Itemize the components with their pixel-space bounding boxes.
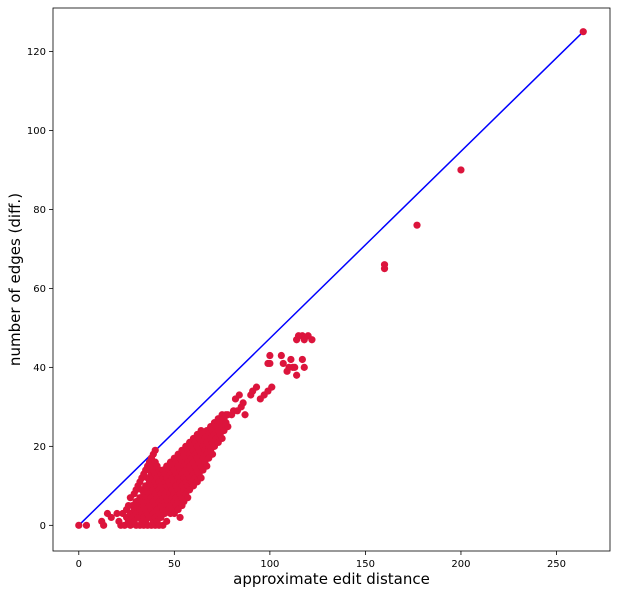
x-tick-label: 200 xyxy=(451,559,470,570)
scatter-point xyxy=(380,265,389,273)
scatter-point xyxy=(252,383,261,391)
scatter-point xyxy=(457,166,465,174)
scatter-point xyxy=(239,399,247,407)
y-axis-ticks: 0 20 40 60 80 100 120 xyxy=(27,47,53,532)
scatter-point xyxy=(82,521,91,529)
y-tick-label: 80 xyxy=(33,205,46,216)
scatter-point xyxy=(279,359,287,368)
x-tick-label: 250 xyxy=(547,559,566,570)
scatter-point xyxy=(224,423,232,431)
x-tick-label: 50 xyxy=(168,559,181,570)
scatter-point xyxy=(287,355,295,364)
scatter-point xyxy=(277,351,285,360)
diagonal-line xyxy=(78,31,584,526)
scatter-point xyxy=(163,517,171,525)
scatter-point xyxy=(241,411,249,419)
x-tick-label: 100 xyxy=(260,559,279,570)
plot-frame xyxy=(52,7,611,552)
scatter-point xyxy=(266,351,274,360)
scatter-point xyxy=(100,521,108,529)
scatter-point xyxy=(184,494,192,502)
y-axis-label: number of edges (diff.) xyxy=(6,193,24,366)
x-axis-ticks: 0 50 100 150 200 250 xyxy=(76,551,566,570)
scatter-point xyxy=(208,450,217,458)
y-tick-label: 40 xyxy=(33,363,46,374)
scatter-point xyxy=(197,474,205,482)
y-tick-label: 120 xyxy=(27,47,46,58)
scatter-point xyxy=(203,462,211,470)
scatter-point xyxy=(268,383,276,391)
scatter-point xyxy=(308,336,316,344)
scatter-point xyxy=(291,363,299,371)
scatter-point xyxy=(235,391,243,399)
x-axis-label: approximate edit distance xyxy=(233,570,430,588)
scatter-point xyxy=(75,521,83,529)
scatter-point xyxy=(266,359,274,368)
scatter-point xyxy=(298,355,306,364)
scatter-point xyxy=(300,363,308,371)
line-layer xyxy=(78,31,584,526)
x-tick-label: 150 xyxy=(356,559,375,570)
y-tick-label: 60 xyxy=(33,284,46,295)
y-tick-label: 100 xyxy=(27,126,46,137)
scatter-point xyxy=(151,446,159,454)
points-layer xyxy=(75,28,587,529)
x-tick-label: 0 xyxy=(76,559,82,570)
scatter-point xyxy=(579,28,587,36)
scatter-point xyxy=(107,513,115,522)
scatter-point xyxy=(113,509,121,518)
scatter-point xyxy=(413,221,421,229)
y-tick-label: 20 xyxy=(33,442,46,453)
scatter-point xyxy=(218,434,226,443)
scatter-point xyxy=(293,371,301,379)
scatter-point xyxy=(176,513,184,522)
y-tick-label: 0 xyxy=(40,521,46,532)
